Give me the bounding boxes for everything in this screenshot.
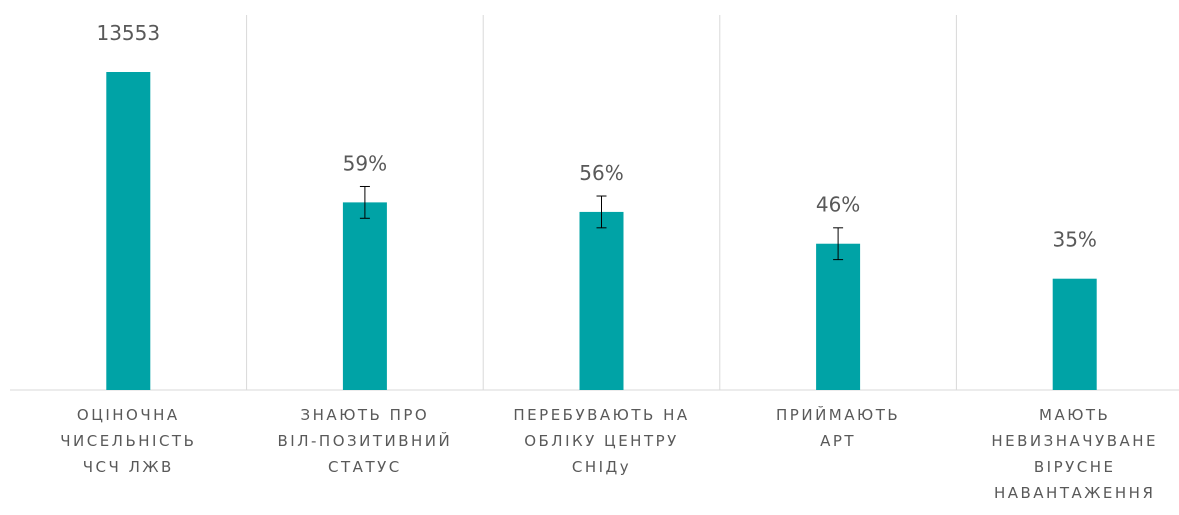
x-tick-label: ЗНАЮТЬ ПРО ВІЛ-ПОЗИТИВНИЙ СТАТУС <box>277 406 453 476</box>
data-label: 35% <box>1052 228 1096 252</box>
data-label: 46% <box>816 193 860 217</box>
data-label: 13553 <box>96 21 160 45</box>
data-label: 56% <box>579 161 623 185</box>
bar <box>1052 278 1097 390</box>
bar <box>816 243 861 390</box>
x-tick-label: МАЮТЬ НЕВИЗНАЧУВАНЕ ВІРУСНЕ НАВАНТАЖЕННЯ <box>991 406 1159 502</box>
x-tick-label: ПРИЙМАЮТЬ АРТ <box>776 406 901 450</box>
bar <box>342 202 387 390</box>
bar <box>106 72 151 390</box>
x-tick-label: ПЕРЕБУВАЮТЬ НА ОБЛІКУ ЦЕНТРУ СНІДу <box>513 406 690 476</box>
bar <box>579 211 624 390</box>
data-label: 59% <box>343 151 387 175</box>
x-tick-label: ОЦІНОЧНА ЧИСЕЛЬНІСТЬ ЧСЧ ЛЖВ <box>60 406 197 476</box>
